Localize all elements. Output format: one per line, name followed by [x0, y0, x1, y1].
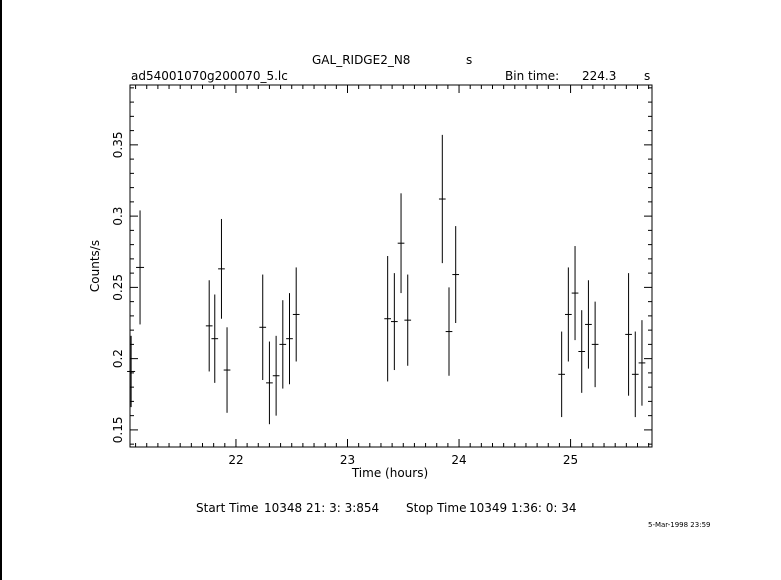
- data-point: [279, 300, 287, 389]
- y-tick-label: 0.35: [111, 131, 125, 158]
- data-point: [638, 320, 646, 406]
- bin-time-unit: s: [644, 69, 651, 83]
- data-point: [452, 226, 460, 324]
- y-axis-label: Counts/s: [88, 240, 102, 292]
- data-point: [404, 274, 412, 366]
- y-tick-label: 0.2: [111, 349, 125, 368]
- stop-time-value: 10349 1:36: 0: 34: [469, 501, 577, 515]
- x-tick-label: 25: [563, 453, 578, 467]
- x-tick-label: 24: [451, 453, 466, 467]
- data-point: [391, 273, 398, 371]
- y-tick-label: 0.15: [111, 417, 125, 444]
- y-tick-label: 0.25: [111, 274, 125, 301]
- data-point: [205, 280, 213, 372]
- plot-frame: [129, 84, 653, 448]
- y-tick-label: 0.3: [111, 207, 125, 226]
- bin-time-value: 224.3: [582, 69, 617, 83]
- data-point: [578, 310, 586, 393]
- start-time-label: Start Time: [196, 501, 259, 515]
- data-point: [438, 134, 446, 264]
- data-point: [259, 274, 267, 381]
- data-point: [218, 218, 225, 319]
- bin-time-label: Bin time:: [505, 69, 560, 83]
- timestamp: 5-Mar-1998 23:59: [648, 521, 711, 529]
- data-point: [625, 273, 632, 396]
- data-point: [127, 335, 136, 408]
- data-point: [585, 280, 592, 369]
- data-point: [445, 287, 453, 376]
- data-point: [384, 256, 391, 382]
- stop-time-label: Stop Time: [406, 501, 467, 515]
- data-point: [397, 193, 405, 294]
- data-point: [292, 267, 300, 362]
- data-point: [223, 327, 231, 413]
- left-border-line: [0, 0, 2, 580]
- data-point: [571, 246, 579, 341]
- data-point: [286, 293, 293, 385]
- x-tick-label: 23: [340, 453, 355, 467]
- file-name: ad54001070g200070_5.lc: [131, 69, 288, 83]
- data-point: [266, 341, 273, 425]
- data-point: [211, 294, 219, 383]
- object-unit: s: [466, 53, 473, 67]
- object-name: GAL_RIDGE2_N8: [312, 53, 411, 67]
- data-point: [558, 331, 565, 418]
- data-point: [272, 335, 280, 416]
- data-point: [565, 267, 572, 362]
- start-time-value: 10348 21: 3: 3:854: [264, 501, 380, 515]
- data-point: [591, 301, 599, 388]
- data-point: [631, 331, 639, 418]
- data-point: [136, 210, 145, 325]
- x-tick-label: 22: [228, 453, 243, 467]
- x-axis-label: Time (hours): [351, 466, 428, 480]
